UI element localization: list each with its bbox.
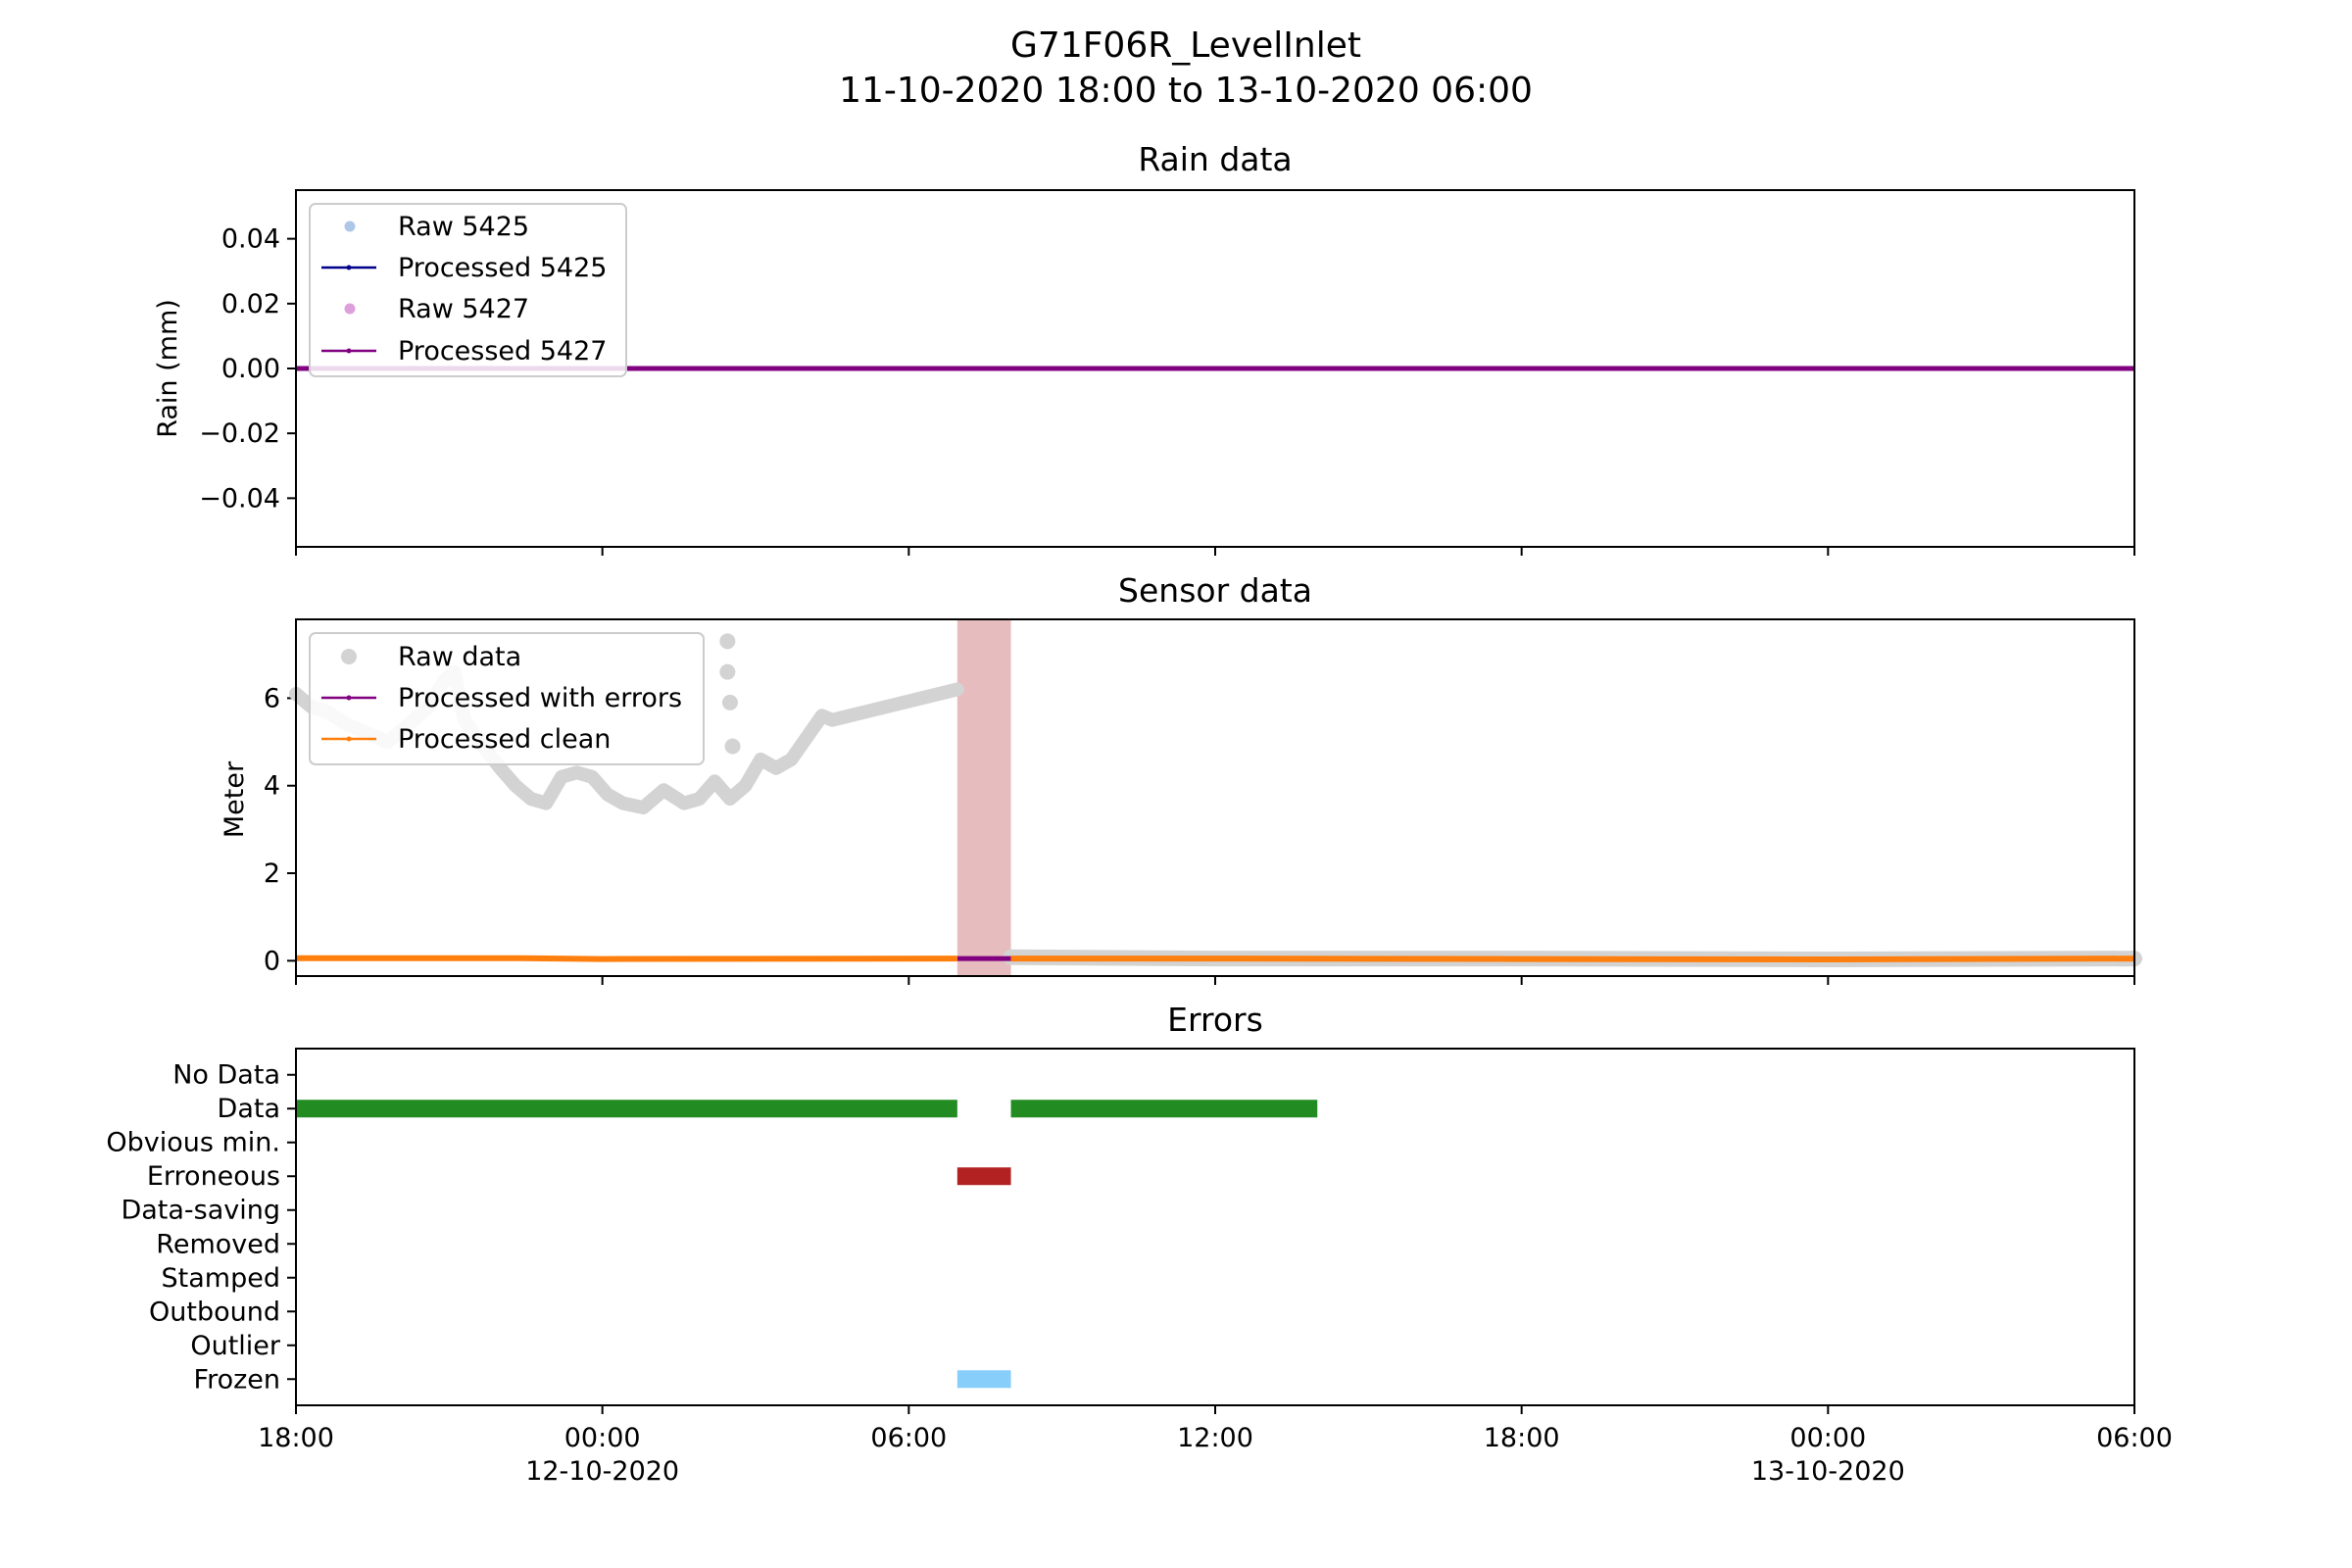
raw-data-point [719, 633, 736, 650]
rain-legend: Raw 5425 Processed 5425 Raw 5427 Process… [309, 203, 627, 377]
legend-clean-marker [346, 736, 352, 742]
x-tick-date-label: 12-10-2020 [525, 1456, 679, 1487]
legend-clean-label: Processed clean [398, 724, 611, 755]
error-category-label: Outbound [149, 1297, 280, 1327]
legend-raw-5425-marker [344, 220, 356, 232]
sensor-legend: Raw data Processed with errors Processed… [309, 632, 705, 765]
error-category-label: Stamped [162, 1263, 280, 1294]
sensor-panel-title: Sensor data [1118, 571, 1312, 610]
legend-raw-data-label: Raw data [398, 642, 521, 672]
error-category-label: Outlier [190, 1331, 281, 1361]
rain-ylabel: Rain (mm) [153, 299, 183, 438]
errors-panel-title: Errors [1167, 1001, 1263, 1039]
error-interval-bar [1010, 1100, 1318, 1118]
legend-with-errors-marker [346, 695, 352, 701]
raw-data-point [721, 694, 738, 710]
error-category-label: Frozen [194, 1364, 281, 1395]
y-tick-label: 0.04 [221, 224, 280, 255]
legend-with-errors-label: Processed with errors [398, 683, 682, 713]
x-tick-label: 06:00 [2096, 1423, 2173, 1453]
legend-raw-5425-label: Raw 5425 [398, 212, 529, 242]
rain-y-ticks: 0.04 0.02 0.00 −0.02 −0.04 [199, 224, 296, 514]
sensor-y-ticks: 0 2 4 6 [264, 683, 296, 976]
rain-legend-box [309, 203, 627, 377]
figure-subtitle: 11-10-2020 18:00 to 13-10-2020 06:00 [839, 71, 1533, 111]
error-interval-bar [956, 1370, 1011, 1389]
legend-raw-5427-label: Raw 5427 [398, 294, 529, 324]
error-category-label: No Data [172, 1060, 280, 1091]
sensor-error-span [956, 619, 1011, 976]
legend-raw-5427-marker [344, 303, 356, 315]
legend-raw-data-marker [341, 649, 357, 664]
error-category-label: Data [218, 1094, 280, 1124]
processed-clean-line [296, 955, 957, 962]
y-tick-label: −0.02 [199, 418, 280, 449]
raw-data-point [724, 738, 741, 755]
x-tick-label: 12:00 [1177, 1423, 1253, 1453]
y-tick-label: 0 [264, 946, 280, 976]
error-category-label: Removed [156, 1229, 280, 1259]
x-tick-label: 00:00 [1789, 1423, 1866, 1453]
x-tick-label: 18:00 [258, 1423, 334, 1453]
raw-data-point [719, 663, 736, 680]
legend-processed-5427-marker [346, 348, 352, 354]
y-tick-label: 2 [264, 858, 280, 889]
sensor-ylabel: Meter [220, 760, 250, 838]
y-tick-label: −0.04 [199, 483, 280, 514]
error-interval-bar [296, 1100, 957, 1118]
legend-processed-5427-label: Processed 5427 [398, 336, 607, 367]
rain-panel: Rain data Rain (mm) 0.04 0.02 0.00 −0.02 −0.… [153, 140, 2135, 556]
rain-panel-title: Rain data [1138, 140, 1292, 178]
error-category-label: Erroneous [147, 1161, 280, 1192]
x-tick-label: 00:00 [564, 1423, 641, 1453]
y-tick-label: 6 [264, 683, 280, 713]
x-tick-label: 18:00 [1484, 1423, 1560, 1453]
rain-x-ticks [295, 547, 2135, 556]
x-tick-label: 06:00 [870, 1423, 947, 1453]
y-tick-label: 0.00 [221, 354, 280, 384]
error-category-label: Data-saving [121, 1196, 280, 1226]
y-tick-label: 0.02 [221, 289, 280, 319]
errors-intervals [296, 1100, 1318, 1389]
legend-processed-5425-label: Processed 5425 [398, 253, 607, 283]
sensor-x-ticks [295, 976, 2135, 985]
y-tick-label: 4 [264, 771, 280, 802]
error-interval-bar [956, 1167, 1011, 1186]
sensor-panel: Sensor data Meter 0 2 4 6 Raw data Processe… [220, 571, 2142, 985]
x-tick-date-label: 13-10-2020 [1751, 1456, 1905, 1487]
error-span-band [956, 619, 1011, 976]
sensor-legend-box [309, 632, 705, 765]
legend-processed-5425-marker [346, 265, 352, 270]
processed-clean-line [1010, 956, 2135, 963]
figure-title: G71F06R_LevelInlet [1010, 25, 1361, 66]
error-category-label: Obvious min. [106, 1128, 280, 1158]
